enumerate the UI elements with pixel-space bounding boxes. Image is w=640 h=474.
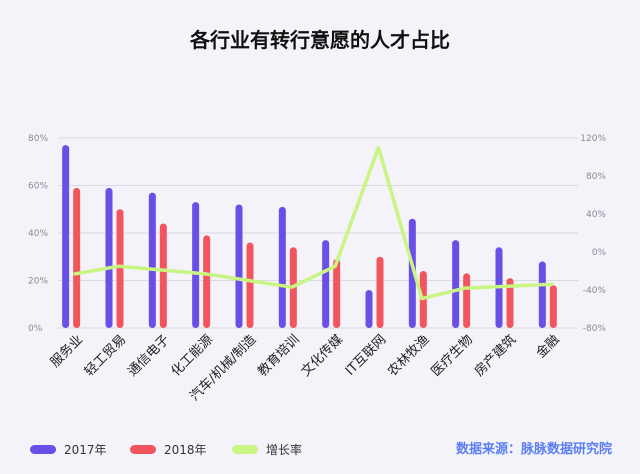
category-label: 房产建筑 — [471, 332, 519, 380]
legend-swatch — [130, 445, 156, 454]
growth-point — [160, 268, 164, 272]
growth-point — [203, 272, 207, 276]
left-tick-label: 20% — [28, 277, 48, 287]
chart-title: 各行业有转行意愿的人才占比 — [189, 28, 450, 52]
bar-2018 — [506, 278, 514, 328]
growth-line-group — [73, 145, 554, 301]
bar-2017 — [278, 206, 286, 328]
legend: 2017年 2018年 增长率 — [30, 442, 302, 457]
category-label: 通信电子 — [125, 332, 172, 379]
left-tick-label: 60% — [28, 182, 48, 192]
bar-2018 — [159, 223, 167, 328]
bar-2017 — [105, 187, 113, 328]
category-labels: 服务业轻工贸易通信电子化工能源汽车/机械/制造教育培训文化传媒IT互联网农林牧渔… — [47, 332, 563, 405]
category-label: 医疗生物 — [429, 332, 476, 379]
right-axis: -80% -40% 0% 40% 80% 120% — [580, 134, 606, 334]
category-label: 文化传媒 — [299, 332, 346, 379]
category-label: 轻工贸易 — [82, 332, 129, 379]
growth-point — [117, 264, 120, 268]
growth-point — [550, 282, 554, 286]
legend-swatch — [30, 445, 56, 454]
bar-2017 — [235, 204, 243, 328]
bar-2018 — [463, 273, 471, 328]
bar-2017 — [192, 202, 200, 328]
bar-2017 — [148, 192, 156, 328]
left-tick-label: 40% — [28, 229, 48, 239]
bar-2017 — [538, 261, 546, 328]
grid-lines — [58, 137, 578, 329]
right-tick-label: 80% — [586, 172, 606, 182]
bar-2017 — [408, 218, 416, 328]
bars-group — [62, 145, 557, 328]
growth-point — [247, 279, 250, 282]
right-tick-label: -80% — [583, 324, 607, 334]
bar-2018 — [549, 285, 557, 328]
growth-point — [333, 264, 337, 268]
growth-point — [463, 286, 467, 290]
bar-2018 — [376, 256, 384, 328]
growth-point — [420, 297, 424, 301]
right-tick-label: 40% — [586, 210, 606, 220]
growth-point — [507, 284, 510, 288]
bar-2017 — [62, 145, 70, 328]
right-tick-label: 0% — [592, 248, 607, 258]
right-tick-label: -40% — [583, 286, 607, 296]
legend-label: 增长率 — [266, 442, 302, 457]
bar-2017 — [452, 240, 460, 328]
category-label: IT互联网 — [343, 332, 390, 379]
legend-label: 2018年 — [164, 443, 207, 457]
bar-2018 — [333, 259, 341, 328]
category-label: 金融 — [533, 332, 563, 362]
left-axis: 0% 20% 40% 60% 80% — [28, 134, 48, 334]
legend-swatch — [232, 445, 258, 454]
bar-2018 — [203, 235, 211, 328]
left-tick-label: 80% — [28, 134, 48, 144]
growth-rate-line — [73, 145, 554, 301]
bar-2018 — [246, 242, 254, 328]
category-label: 服务业 — [47, 332, 86, 371]
left-tick-label: 0% — [28, 324, 43, 334]
growth-point — [377, 146, 380, 149]
right-tick-label: 120% — [580, 134, 606, 144]
bar-2018 — [73, 187, 81, 328]
growth-point — [290, 285, 294, 289]
bar-2017 — [322, 240, 330, 328]
source-note: 数据来源：脉脉数据研究院 — [456, 441, 612, 457]
bar-2017 — [365, 290, 373, 328]
category-label: 农林牧渔 — [385, 332, 432, 379]
bar-2018 — [116, 209, 124, 328]
category-label: 教育培训 — [255, 332, 303, 380]
legend-label: 2017年 — [64, 443, 107, 457]
growth-point — [73, 272, 77, 276]
